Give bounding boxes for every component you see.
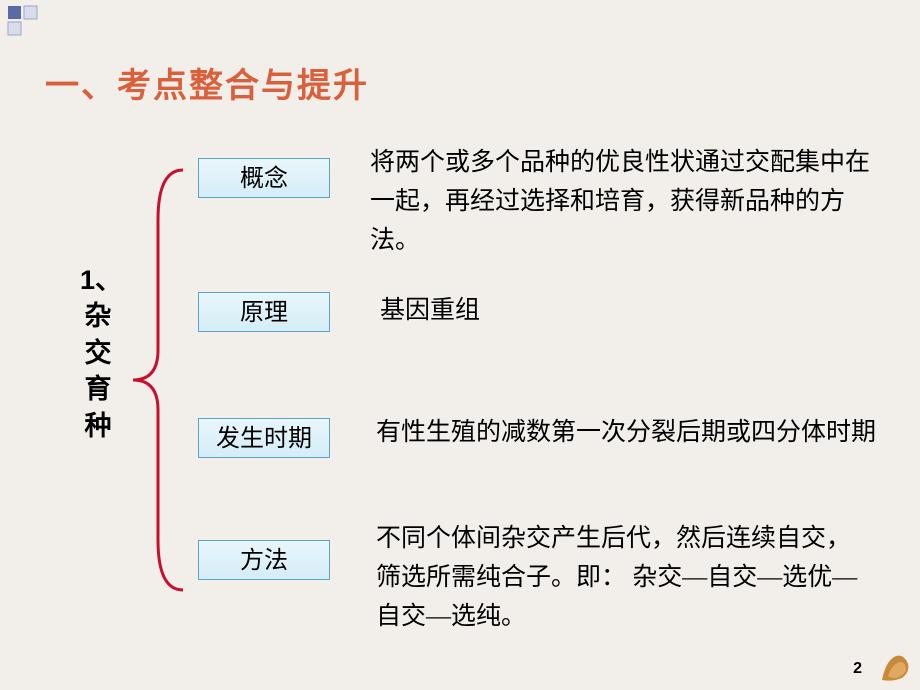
box-concept-label: 概念 [240,166,288,192]
corner-decoration-bottom-right [874,650,914,686]
box-timing: 发生时期 [198,418,330,458]
desc-method: 不同个体间杂交产生后代，然后连续自交，筛选所需纯合子。即： 杂交—自交—选优—自… [376,520,866,636]
topic-label: 1、杂交育种 [80,262,116,444]
box-timing-label: 发生时期 [216,426,312,452]
desc-timing: 有性生殖的减数第一次分裂后期或四分体时期 [376,414,876,453]
box-concept: 概念 [198,158,330,198]
box-method: 方法 [198,540,330,580]
desc-concept: 将两个或多个品种的优良性状通过交配集中在一起，再经过选择和培育，获得新品种的方法… [370,144,870,260]
box-principle: 原理 [198,292,330,332]
page-number: 2 [853,660,862,678]
desc-principle: 基因重组 [380,292,880,331]
page-title: 一、考点整合与提升 [45,58,369,107]
box-method-label: 方法 [240,548,288,574]
corner-decoration-top-left [0,0,70,40]
brace-bracket [128,160,188,600]
box-principle-label: 原理 [240,300,288,326]
topic-label-text: 1、杂交育种 [80,265,122,441]
